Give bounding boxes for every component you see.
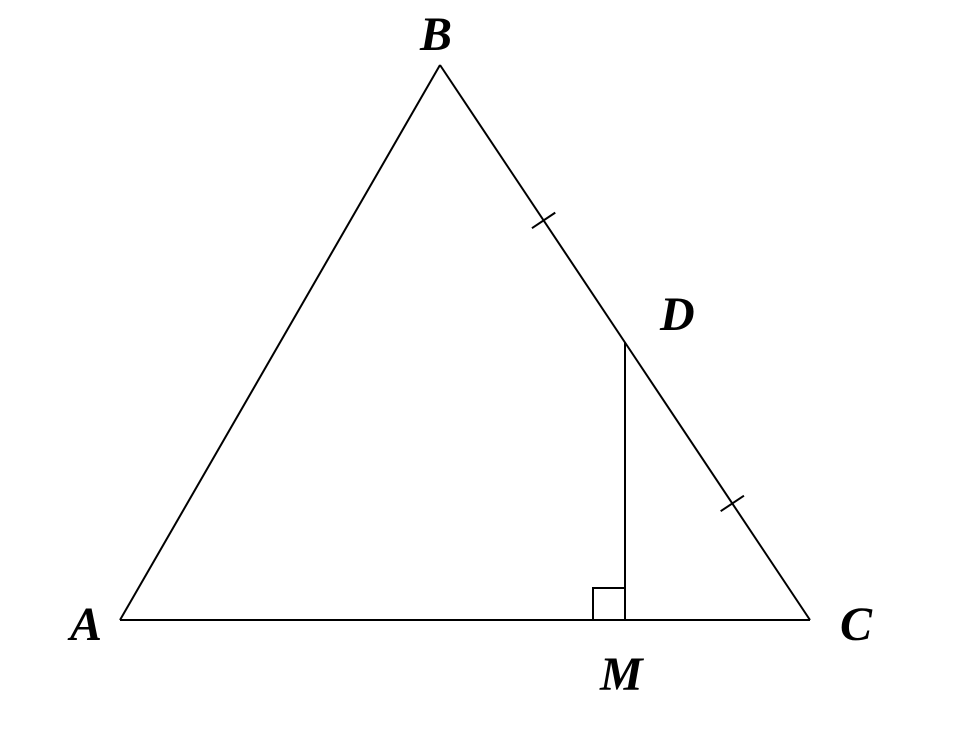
label-B: B bbox=[419, 8, 452, 61]
label-D: D bbox=[659, 288, 695, 341]
label-A: A bbox=[67, 598, 102, 651]
tick-mark-0 bbox=[532, 213, 555, 229]
label-M: M bbox=[599, 648, 645, 701]
right-angle-marker bbox=[593, 588, 625, 620]
triangle-diagram: A B C D M bbox=[0, 0, 964, 755]
tick-mark-1 bbox=[721, 496, 744, 512]
label-C: C bbox=[840, 598, 873, 651]
edge-AB bbox=[120, 65, 440, 620]
